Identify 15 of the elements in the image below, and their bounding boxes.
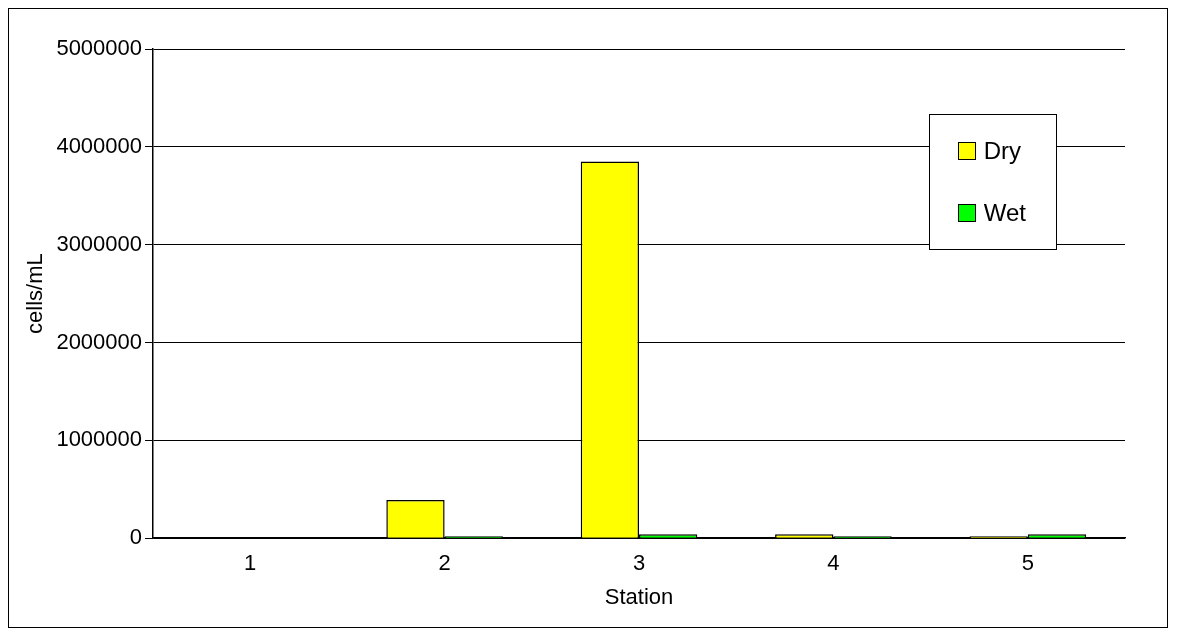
y-tick-label: 3000000 — [56, 230, 143, 256]
y-tick-label: 2000000 — [56, 328, 143, 354]
y-tick-label: 0 — [129, 524, 143, 550]
x-tick-label: 2 — [438, 550, 451, 576]
x-tick-label: 3 — [632, 550, 646, 576]
x-tick-label: 1 — [244, 550, 257, 576]
x-axis-title: Station — [604, 583, 674, 609]
y-tick-label: 1000000 — [56, 426, 143, 452]
y-tick-label: 4000000 — [56, 132, 143, 158]
y-axis-title: cells/mL — [22, 253, 48, 334]
legend-label: Dry — [983, 137, 1022, 165]
y-tick-label: 5000000 — [56, 35, 143, 61]
legend-label: Wet — [983, 199, 1026, 227]
x-tick-label: 5 — [1021, 550, 1034, 576]
x-tick-label: 4 — [827, 550, 840, 576]
